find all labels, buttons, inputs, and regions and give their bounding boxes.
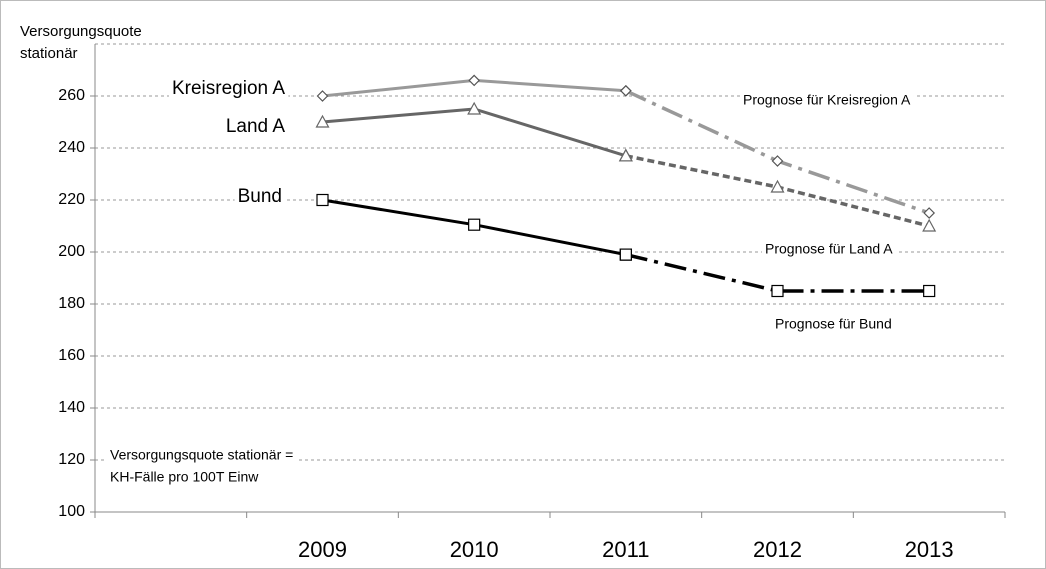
marker (922, 218, 937, 232)
marker (771, 155, 784, 167)
x-tick-label: 2011 (602, 537, 649, 562)
y-axis-title: Versorgungsquote (20, 23, 142, 40)
y-tick-label: 100 (58, 503, 85, 520)
y-tick-label: 180 (58, 295, 85, 312)
y-tick-label: 120 (58, 451, 85, 468)
series-label-bg (234, 185, 285, 209)
marker (618, 148, 633, 162)
y-tick-label: 240 (58, 139, 85, 156)
marker (468, 74, 481, 87)
x-tick-label: 2013 (905, 537, 954, 562)
series-label: Bund (238, 186, 282, 207)
annotation: KH-Fälle pro 100T Einw (110, 469, 259, 485)
y-tick-label: 140 (58, 399, 85, 416)
marker (467, 101, 482, 115)
series-label-bg (762, 239, 897, 258)
marker (771, 284, 784, 298)
y-tick-label: 220 (58, 191, 85, 208)
marker (315, 114, 330, 128)
series-label: Kreisregion A (172, 78, 285, 99)
x-tick-label: 2009 (298, 537, 347, 562)
y-axis-title: stationär (20, 45, 78, 62)
annotation: Versorgungsquote stationär = (110, 447, 293, 463)
marker (316, 90, 329, 102)
series-label: Prognose für Bund (775, 316, 892, 332)
series-line (625, 252, 930, 293)
y-tick-label: 200 (58, 243, 85, 260)
y-axis-title-bg (17, 21, 145, 41)
y-tick-label: 160 (58, 347, 85, 364)
annotation-bg (107, 467, 263, 486)
marker (923, 207, 936, 219)
marker (923, 284, 936, 298)
series-label: Land A (226, 116, 285, 137)
y-tick-label: 260 (58, 87, 85, 104)
marker (770, 179, 785, 193)
series-label-bg (772, 314, 895, 333)
series-label: Prognose für Land A (765, 241, 893, 257)
x-tick-label: 2012 (753, 537, 802, 562)
series-label-bg (222, 115, 289, 139)
annotation-bg (107, 445, 297, 464)
marker (316, 193, 329, 207)
series-label-bg (168, 77, 289, 101)
series-label: Prognose für Kreisregion A (743, 92, 911, 108)
marker (468, 218, 481, 231)
marker (619, 248, 632, 261)
series-label-bg (740, 90, 914, 109)
marker (619, 84, 632, 97)
x-tick-label: 2010 (450, 537, 499, 562)
y-axis-title-bg (17, 43, 81, 63)
